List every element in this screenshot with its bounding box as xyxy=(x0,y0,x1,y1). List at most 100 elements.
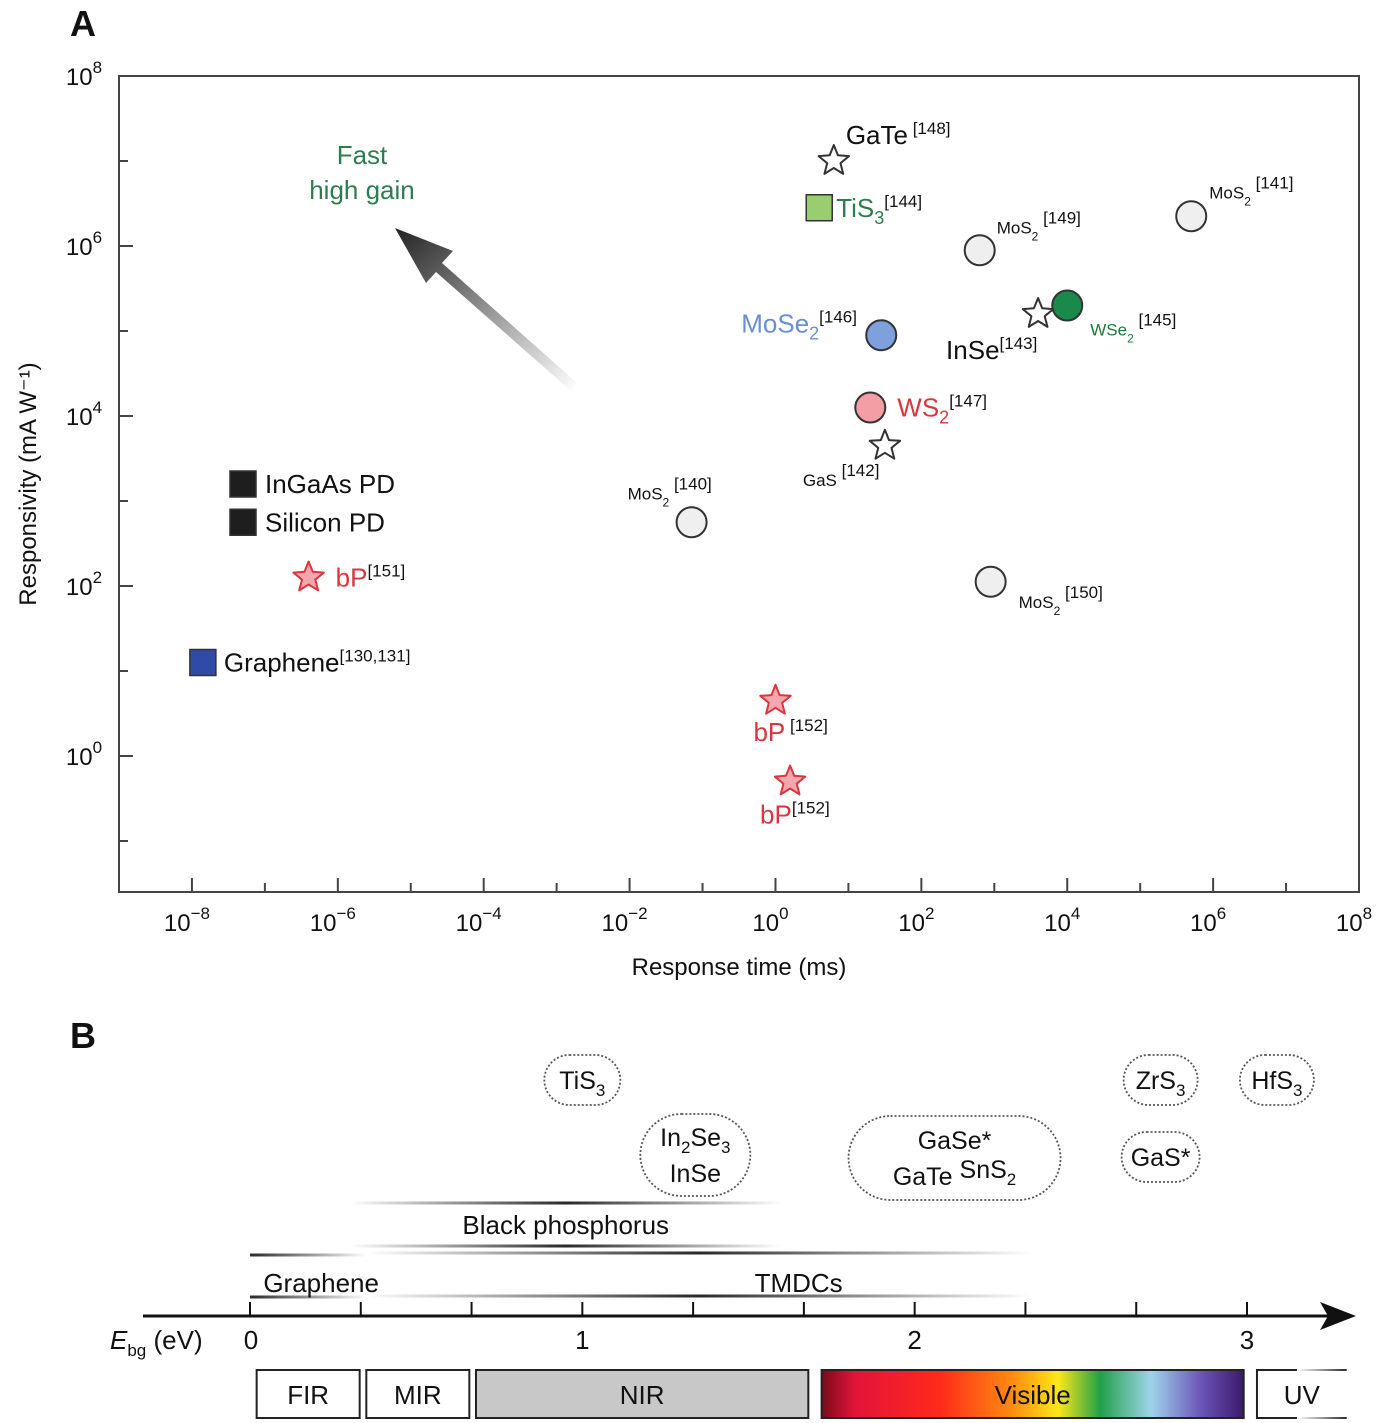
plot-frame xyxy=(118,75,1360,893)
point-ingaas-pd xyxy=(229,470,257,498)
point-mos2-140 xyxy=(675,506,708,539)
spectrum-mir: MIR xyxy=(365,1369,471,1419)
range-black-phosphorus: Black phosphorus xyxy=(349,1201,782,1248)
y-tick-label: 104 xyxy=(66,398,102,431)
label-silicon-pd: Silicon PD xyxy=(265,507,385,537)
y-tick-label: 100 xyxy=(66,738,102,771)
y-tick-label: 106 xyxy=(66,228,102,261)
material-hfs3: HfS3 xyxy=(1239,1054,1315,1106)
point-mos2-149 xyxy=(963,234,996,267)
panel-b-letter: B xyxy=(70,1015,96,1056)
range-tmdcs: TMDCs xyxy=(366,1251,1031,1298)
material-ranges: Black phosphorus Graphene TMDCs xyxy=(250,1201,1031,1299)
point-tis3-144 xyxy=(805,194,833,222)
axis-ticks xyxy=(119,75,1360,892)
point-mos2-141 xyxy=(1175,200,1208,233)
spectrum-label: NIR xyxy=(620,1380,665,1410)
y-tick-label: 108 xyxy=(66,58,102,91)
point-bp-151 xyxy=(292,560,325,592)
annotation-high-gain: high gain xyxy=(309,175,415,205)
material-label: GaSe* xyxy=(918,1127,992,1155)
point-mos2-150 xyxy=(974,565,1007,598)
data-points xyxy=(189,144,1208,796)
label-graphene-130: Graphene[130,131] xyxy=(224,647,411,678)
label-wse2-145: WSe2 [145] xyxy=(1090,311,1176,346)
energy-tick-label: 1 xyxy=(575,1325,589,1355)
material-in2se3-inse: In2Se3 InSe xyxy=(639,1113,752,1197)
energy-tick-label: 2 xyxy=(907,1325,921,1355)
point-inse-143 xyxy=(1021,297,1055,328)
x-tick-label: 10−6 xyxy=(310,904,356,937)
point-wse2-145 xyxy=(1051,289,1084,322)
y-axis-label: Responsivity (mA W⁻¹) xyxy=(15,362,42,605)
material-gas: GaS* xyxy=(1120,1131,1201,1183)
point-gate-148 xyxy=(817,144,850,175)
point-ws2-147 xyxy=(854,391,887,424)
label-gas-142: GaS [142] xyxy=(803,461,880,490)
point-gas-142 xyxy=(868,428,902,460)
label-gate-148: GaTe [148] xyxy=(846,119,951,150)
material-label: GaS* xyxy=(1131,1144,1191,1172)
x-tick-label: 106 xyxy=(1190,904,1226,937)
range-graphene: Graphene xyxy=(250,1253,379,1299)
label-mos2-150: MoS2 [150] xyxy=(1019,583,1103,618)
material-tis3: TiS3 xyxy=(543,1054,622,1106)
spectrum-label: MIR xyxy=(394,1380,442,1410)
x-tick-label: 10−4 xyxy=(456,904,502,937)
point-silicon-pd xyxy=(229,508,257,536)
energy-tick-label: 3 xyxy=(1240,1325,1254,1355)
point-bp-152b xyxy=(773,764,807,796)
label-ws2-147: WS2[147] xyxy=(897,392,987,428)
panel-a-letter: A xyxy=(70,3,96,44)
spectrum-visible: Visible xyxy=(820,1369,1245,1419)
fast-high-gain-arrow xyxy=(395,228,577,391)
label-bp-151: bP[151] xyxy=(336,562,406,593)
x-tick-label: 100 xyxy=(752,904,788,937)
label-bp-152a: bP [152] xyxy=(753,716,827,747)
spectrum-label: FIR xyxy=(287,1380,329,1410)
material-label: InSe xyxy=(670,1160,721,1188)
material-gase-gate-sns2: GaSe*GaTe SnS2 xyxy=(847,1115,1062,1201)
spectrum-uv: UV xyxy=(1255,1368,1349,1420)
energy-tick-label: 0 xyxy=(244,1325,258,1355)
spectrum-bar: FIR MIR NIR Visible UV xyxy=(255,1368,1349,1420)
material-label: TiS3 xyxy=(559,1067,605,1100)
material-label: GaTe SnS2 xyxy=(893,1156,1016,1191)
label-ingaas-pd: InGaAs PD xyxy=(265,469,395,499)
x-tick-label: 10−8 xyxy=(164,904,210,937)
x-tick-label: 104 xyxy=(1044,904,1080,937)
point-graphene-130 xyxy=(189,648,217,677)
x-tick-label: 102 xyxy=(898,904,934,937)
range-label: Black phosphorus xyxy=(462,1210,669,1240)
tick-labels: 10−8 10−6 10−4 10−2 100 102 104 106 108 100 102 104… xyxy=(66,58,1372,937)
point-labels: GaTe [148] TiS3[144] MoS2 [149] MoS2 [141] W… xyxy=(224,119,1294,830)
spectrum-nir: NIR xyxy=(474,1369,810,1419)
spectrum-label: UV xyxy=(1284,1380,1321,1410)
x-tick-label: 10−2 xyxy=(602,904,648,937)
y-tick-label: 102 xyxy=(66,568,102,601)
energy-axis-label: Ebg (eV) xyxy=(110,1325,203,1360)
label-mos2-141: MoS2 [141] xyxy=(1209,173,1293,208)
point-mose2-146 xyxy=(865,319,898,352)
material-label: In2Se3 xyxy=(660,1124,730,1157)
material-label: HfS3 xyxy=(1251,1067,1302,1100)
material-zrs3: ZrS3 xyxy=(1122,1054,1199,1106)
annotation-fast: Fast xyxy=(337,140,388,170)
spectrum-fir: FIR xyxy=(255,1369,361,1419)
label-mos2-149: MoS2 [149] xyxy=(997,208,1081,243)
spectrum-label: Visible xyxy=(995,1380,1071,1410)
range-label: TMDCs xyxy=(755,1268,843,1298)
energy-axis-arrowhead xyxy=(1320,1302,1356,1330)
x-axis-label: Response time (ms) xyxy=(632,954,847,981)
label-bp-152b: bP[152] xyxy=(760,799,830,830)
label-tis3-144: TiS3[144] xyxy=(836,192,922,228)
energy-axis: 0 1 2 3 Ebg (eV) xyxy=(110,1302,1356,1360)
point-bp-152a xyxy=(759,683,792,715)
label-mos2-140: MoS2 [140] xyxy=(628,474,712,509)
x-tick-label: 108 xyxy=(1336,904,1372,937)
label-inse-143: InSe[143] xyxy=(946,334,1037,365)
label-mose2-146: MoSe2[146] xyxy=(741,307,857,343)
material-bubbles: TiS3 In2Se3 InSe GaSe*GaTe SnS2 ZrS3 HfS3 GaS* xyxy=(543,1054,1315,1201)
range-label: Graphene xyxy=(263,1268,379,1298)
